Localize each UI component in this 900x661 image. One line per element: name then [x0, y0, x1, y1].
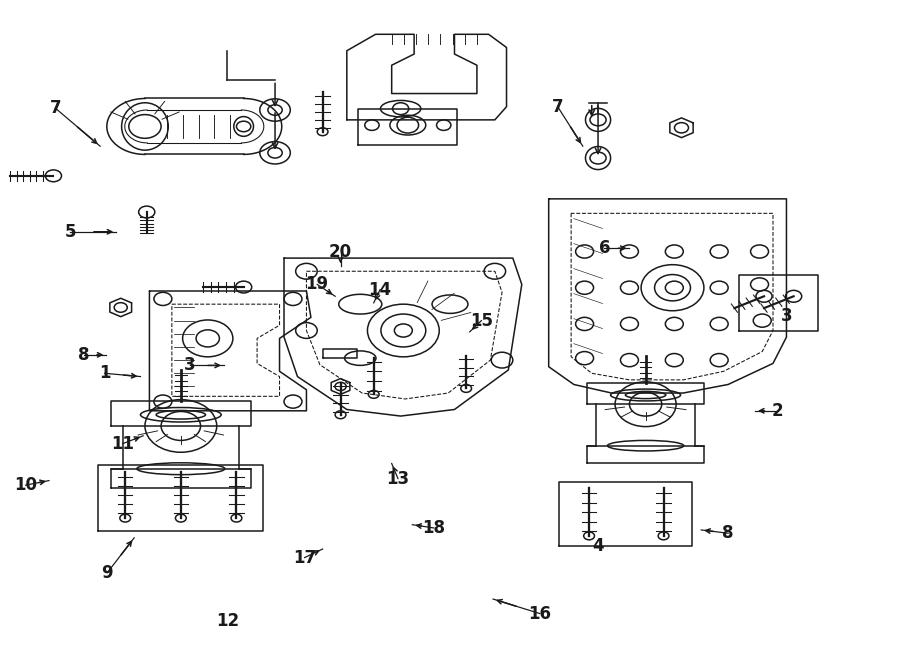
Text: 8: 8 [78, 346, 90, 364]
Text: 8: 8 [723, 524, 734, 542]
Text: 16: 16 [528, 605, 551, 623]
Text: 2: 2 [771, 402, 783, 420]
Text: 13: 13 [386, 469, 410, 488]
Text: 17: 17 [293, 549, 316, 566]
Text: 7: 7 [552, 98, 563, 116]
Text: 5: 5 [65, 223, 76, 241]
Text: 12: 12 [216, 613, 239, 631]
Text: 7: 7 [50, 99, 61, 117]
Text: 15: 15 [470, 311, 493, 330]
Text: 3: 3 [184, 356, 195, 374]
Text: 1: 1 [99, 364, 111, 382]
Text: 14: 14 [368, 281, 392, 299]
Text: 18: 18 [422, 519, 446, 537]
Text: 20: 20 [329, 243, 352, 260]
Text: 10: 10 [14, 476, 37, 494]
Text: 3: 3 [780, 307, 792, 325]
Text: 11: 11 [111, 435, 134, 453]
Text: 19: 19 [306, 276, 328, 293]
Text: 9: 9 [102, 564, 113, 582]
Text: 4: 4 [592, 537, 604, 555]
Text: 6: 6 [598, 239, 610, 257]
